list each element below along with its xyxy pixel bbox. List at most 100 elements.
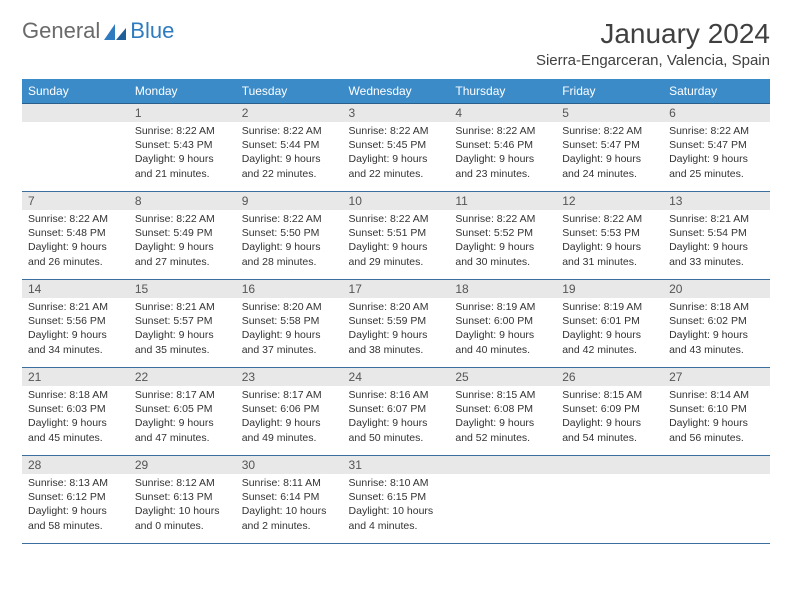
day-details: Sunrise: 8:22 AMSunset: 5:49 PMDaylight:… [129, 210, 236, 273]
day-number: 17 [343, 280, 450, 298]
daylight-line: Daylight: 9 hours and 49 minutes. [242, 416, 337, 444]
day-number: 28 [22, 456, 129, 474]
weekday-header: Monday [129, 79, 236, 104]
day-number: 27 [663, 368, 770, 386]
day-number: 22 [129, 368, 236, 386]
day-number: 12 [556, 192, 663, 210]
day-details: Sunrise: 8:22 AMSunset: 5:53 PMDaylight:… [556, 210, 663, 273]
day-number: 16 [236, 280, 343, 298]
sunset-line: Sunset: 6:08 PM [455, 402, 550, 416]
calendar-day-cell: 4Sunrise: 8:22 AMSunset: 5:46 PMDaylight… [449, 104, 556, 192]
calendar-day-cell: 2Sunrise: 8:22 AMSunset: 5:44 PMDaylight… [236, 104, 343, 192]
location-text: Sierra-Engarceran, Valencia, Spain [536, 52, 770, 69]
sunrise-line: Sunrise: 8:18 AM [669, 300, 764, 314]
day-number: 15 [129, 280, 236, 298]
calendar-day-cell: 29Sunrise: 8:12 AMSunset: 6:13 PMDayligh… [129, 456, 236, 544]
sunrise-line: Sunrise: 8:13 AM [28, 476, 123, 490]
daylight-line: Daylight: 9 hours and 56 minutes. [669, 416, 764, 444]
calendar-day-cell: 17 Sunrise: 8:20 AMSunset: 5:59 PMDayligh… [343, 280, 450, 368]
logo-word-blue: Blue [130, 18, 174, 43]
sunset-line: Sunset: 5:59 PM [349, 314, 444, 328]
sunrise-line: Sunrise: 8:22 AM [562, 212, 657, 226]
sunset-line: Sunset: 5:51 PM [349, 226, 444, 240]
calendar-day-cell: 8Sunrise: 8:22 AMSunset: 5:49 PMDaylight… [129, 192, 236, 280]
day-number: 5 [556, 104, 663, 122]
day-number: 25 [449, 368, 556, 386]
calendar-day-cell: 10Sunrise: 8:22 AMSunset: 5:51 PMDayligh… [343, 192, 450, 280]
day-details: Sunrise: 8:17 AMSunset: 6:06 PMDaylight:… [236, 386, 343, 449]
daylight-line: Daylight: 9 hours and 33 minutes. [669, 240, 764, 268]
day-details: Sunrise: 8:22 AMSunset: 5:43 PMDaylight:… [129, 122, 236, 185]
day-details: Sunrise: 8:18 AMSunset: 6:02 PMDaylight:… [663, 298, 770, 361]
sunrise-line: Sunrise: 8:22 AM [455, 124, 550, 138]
sunrise-line: Sunrise: 8:17 AM [135, 388, 230, 402]
calendar-day-cell [449, 456, 556, 544]
day-details: Sunrise: 8:22 AMSunset: 5:47 PMDaylight:… [556, 122, 663, 185]
calendar-day-cell: 20Sunrise: 8:18 AMSunset: 6:02 PMDayligh… [663, 280, 770, 368]
day-number: 18 [449, 280, 556, 298]
daylight-line: Daylight: 9 hours and 34 minutes. [28, 328, 123, 356]
day-number-bar [556, 456, 663, 474]
calendar-week-row: 1Sunrise: 8:22 AMSunset: 5:43 PMDaylight… [22, 104, 770, 192]
sunrise-line: Sunrise: 8:14 AM [669, 388, 764, 402]
calendar-day-cell: 18Sunrise: 8:19 AMSunset: 6:00 PMDayligh… [449, 280, 556, 368]
sunrise-line: Sunrise: 8:16 AM [349, 388, 444, 402]
sunrise-line: Sunrise: 8:22 AM [135, 212, 230, 226]
sunset-line: Sunset: 5:53 PM [562, 226, 657, 240]
daylight-line: Daylight: 9 hours and 28 minutes. [242, 240, 337, 268]
sunrise-line: Sunrise: 8:15 AM [455, 388, 550, 402]
calendar-day-cell: 11Sunrise: 8:22 AMSunset: 5:52 PMDayligh… [449, 192, 556, 280]
sunrise-line: Sunrise: 8:22 AM [562, 124, 657, 138]
day-number-bar [22, 104, 129, 122]
daylight-line: Daylight: 9 hours and 27 minutes. [135, 240, 230, 268]
daylight-line: Daylight: 9 hours and 43 minutes. [669, 328, 764, 356]
title-block: January 2024 Sierra-Engarceran, Valencia… [536, 18, 770, 69]
day-number: 3 [343, 104, 450, 122]
day-details: Sunrise: 8:21 AMSunset: 5:54 PMDaylight:… [663, 210, 770, 273]
sunset-line: Sunset: 5:46 PM [455, 138, 550, 152]
day-details: Sunrise: 8:22 AMSunset: 5:50 PMDaylight:… [236, 210, 343, 273]
calendar-day-cell: 31Sunrise: 8:10 AMSunset: 6:15 PMDayligh… [343, 456, 450, 544]
weekday-header: Thursday [449, 79, 556, 104]
day-number: 19 [556, 280, 663, 298]
daylight-line: Daylight: 9 hours and 22 minutes. [349, 152, 444, 180]
sunset-line: Sunset: 6:03 PM [28, 402, 123, 416]
day-details: Sunrise: 8:15 AMSunset: 6:08 PMDaylight:… [449, 386, 556, 449]
daylight-line: Daylight: 9 hours and 35 minutes. [135, 328, 230, 356]
sunset-line: Sunset: 6:14 PM [242, 490, 337, 504]
calendar-day-cell: 22Sunrise: 8:17 AMSunset: 6:05 PMDayligh… [129, 368, 236, 456]
daylight-line: Daylight: 9 hours and 26 minutes. [28, 240, 123, 268]
calendar-week-row: 14Sunrise: 8:21 AMSunset: 5:56 PMDayligh… [22, 280, 770, 368]
sunset-line: Sunset: 6:10 PM [669, 402, 764, 416]
daylight-line: Daylight: 9 hours and 38 minutes. [349, 328, 444, 356]
day-number: 9 [236, 192, 343, 210]
header: General Blue January 2024 Sierra-Engarce… [22, 18, 770, 69]
daylight-line: Daylight: 9 hours and 29 minutes. [349, 240, 444, 268]
daylight-line: Daylight: 9 hours and 54 minutes. [562, 416, 657, 444]
calendar-day-cell: 14Sunrise: 8:21 AMSunset: 5:56 PMDayligh… [22, 280, 129, 368]
daylight-line: Daylight: 9 hours and 58 minutes. [28, 504, 123, 532]
daylight-line: Daylight: 9 hours and 25 minutes. [669, 152, 764, 180]
logo-word-general: General [22, 18, 100, 44]
calendar-day-cell: 30Sunrise: 8:11 AMSunset: 6:14 PMDayligh… [236, 456, 343, 544]
weekday-header: Saturday [663, 79, 770, 104]
daylight-line: Daylight: 9 hours and 45 minutes. [28, 416, 123, 444]
daylight-line: Daylight: 9 hours and 42 minutes. [562, 328, 657, 356]
day-details: Sunrise: 8:14 AMSunset: 6:10 PMDaylight:… [663, 386, 770, 449]
sunset-line: Sunset: 6:01 PM [562, 314, 657, 328]
day-number: 26 [556, 368, 663, 386]
day-number: 6 [663, 104, 770, 122]
day-details: Sunrise: 8:21 AMSunset: 5:56 PMDaylight:… [22, 298, 129, 361]
sunset-line: Sunset: 5:47 PM [669, 138, 764, 152]
logo-sail-icon [104, 22, 126, 40]
day-number: 24 [343, 368, 450, 386]
calendar-table: SundayMondayTuesdayWednesdayThursdayFrid… [22, 79, 770, 544]
sunset-line: Sunset: 5:44 PM [242, 138, 337, 152]
sunset-line: Sunset: 6:05 PM [135, 402, 230, 416]
sunrise-line: Sunrise: 8:20 AM [349, 300, 444, 314]
daylight-line: Daylight: 9 hours and 24 minutes. [562, 152, 657, 180]
day-details: Sunrise: 8:22 AMSunset: 5:51 PMDaylight:… [343, 210, 450, 273]
calendar-day-cell [556, 456, 663, 544]
day-number: 13 [663, 192, 770, 210]
sunrise-line: Sunrise: 8:22 AM [28, 212, 123, 226]
